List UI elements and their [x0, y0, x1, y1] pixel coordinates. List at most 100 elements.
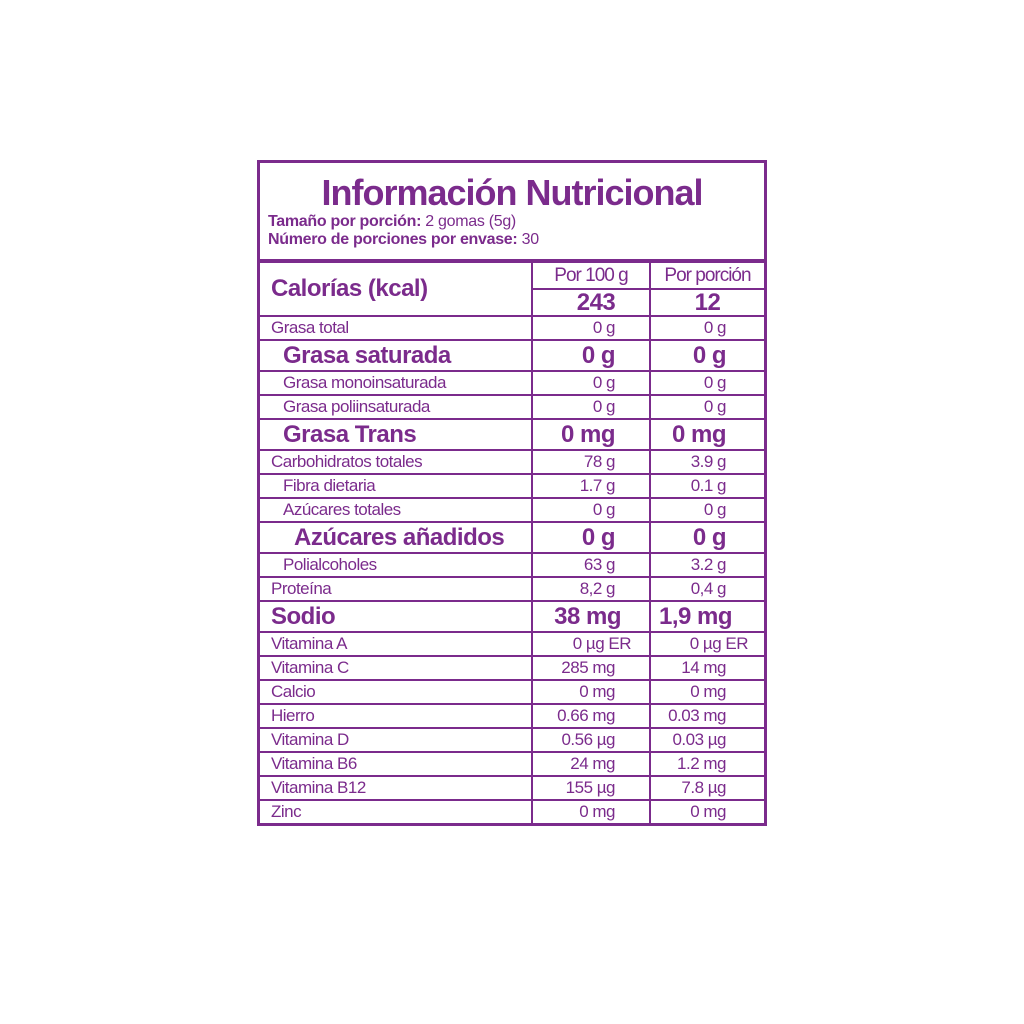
value-per-serving: 0 g	[649, 370, 764, 396]
value-per-100g: 0 g	[531, 339, 651, 372]
value-per-serving: 0.03 µg	[649, 727, 764, 753]
column-header: Por porción	[649, 263, 764, 290]
value-per-serving: 1,9 mg	[649, 600, 764, 633]
servings: Número de porciones por envase: 30	[268, 231, 756, 249]
value-per-serving: 0 mg	[649, 418, 764, 451]
value-per-100g: 0 g	[531, 521, 651, 554]
value-per-100g: 0 mg	[531, 799, 651, 823]
table-row: Calcio 0 mg 0 mg	[260, 679, 764, 705]
row-label: Azúcares añadidos	[260, 521, 533, 554]
value-per-100g: 0.56 µg	[531, 727, 651, 753]
row-label: Calorías (kcal)	[260, 263, 533, 317]
servings-value: 30	[521, 231, 540, 248]
table-row: Carbohidratos totales 78 g 3.9 g	[260, 449, 764, 475]
row-label: Grasa Trans	[260, 418, 533, 451]
table-row: Sodio 38 mg 1,9 mg	[260, 600, 764, 633]
value-per-100g: 155 µg	[531, 775, 651, 801]
value-per-100g: 0 g	[531, 315, 651, 341]
table-row: Calorías (kcal) Por 100 g Por porción	[260, 263, 764, 317]
table-row: Polialcoholes 63 g 3.2 g	[260, 552, 764, 578]
serving-size-label: Tamaño por porción:	[268, 213, 422, 230]
value-per-100g: 0.66 mg	[531, 703, 651, 729]
table-row: Grasa Trans 0 mg 0 mg	[260, 418, 764, 451]
row-label: Fibra dietaria	[260, 473, 533, 499]
value-per-serving: 3.9 g	[649, 449, 764, 475]
value-per-100g: 243	[532, 288, 651, 317]
row-label: Sodio	[260, 600, 533, 633]
value-per-serving: 0.03 mg	[649, 703, 764, 729]
value-per-100g: 0 g	[531, 497, 651, 523]
row-label: Grasa total	[260, 315, 533, 341]
serving-size: Tamaño por porción: 2 gomas (5g)	[268, 213, 756, 231]
row-label: Vitamina A	[260, 631, 533, 657]
row-label: Carbohidratos totales	[260, 449, 533, 475]
row-label: Vitamina C	[260, 655, 533, 681]
table-body: Calorías (kcal) Por 100 g Por porción 24…	[260, 263, 764, 823]
value-per-serving: 12	[649, 288, 764, 317]
table-row: Zinc 0 mg 0 mg	[260, 799, 764, 823]
value-per-100g: 0 µg ER	[531, 631, 651, 657]
table-row: Hierro 0.66 mg 0.03 mg	[260, 703, 764, 729]
table-row: 243 12	[260, 288, 764, 317]
servings-label: Número de porciones por envase:	[268, 231, 518, 248]
value-per-100g: 1.7 g	[531, 473, 651, 499]
value-per-100g: 63 g	[531, 552, 651, 578]
table-row: Fibra dietaria 1.7 g 0.1 g	[260, 473, 764, 499]
row-label: Vitamina B12	[260, 775, 533, 801]
row-label: Polialcoholes	[260, 552, 533, 578]
row-label: Calcio	[260, 679, 533, 705]
row-label: Vitamina D	[260, 727, 533, 753]
value-per-serving: 0 g	[649, 315, 764, 341]
table-row: Vitamina B6 24 mg 1.2 mg	[260, 751, 764, 777]
value-per-serving: 0 g	[649, 521, 764, 554]
row-label: Azúcares totales	[260, 497, 533, 523]
nutrition-table: Calorías (kcal) Por 100 g Por porción 24…	[260, 263, 764, 823]
row-label: Hierro	[260, 703, 533, 729]
value-per-100g: 285 mg	[531, 655, 651, 681]
value-per-serving: 0 mg	[649, 679, 764, 705]
value-per-serving: 14 mg	[649, 655, 764, 681]
serving-size-value: 2 gomas (5g)	[425, 213, 516, 230]
value-per-serving: 0 g	[649, 394, 764, 420]
row-label: Grasa saturada	[260, 339, 533, 372]
table-row: Proteína 8,2 g 0,4 g	[260, 576, 764, 602]
value-per-100g: 78 g	[531, 449, 651, 475]
label-header: Información Nutricional Tamaño por porci…	[260, 163, 764, 263]
value-per-serving: 7.8 µg	[649, 775, 764, 801]
table-row: Vitamina B12 155 µg 7.8 µg	[260, 775, 764, 801]
value-per-100g: 38 mg	[531, 600, 651, 633]
value-per-serving: 0 µg ER	[649, 631, 764, 657]
nutrition-label: Información Nutricional Tamaño por porci…	[257, 160, 767, 826]
value-per-serving: 0 g	[649, 497, 764, 523]
value-per-serving: 0 mg	[649, 799, 764, 823]
value-per-serving: 1.2 mg	[649, 751, 764, 777]
label-title: Información Nutricional	[321, 172, 703, 213]
row-label: Grasa monoinsaturada	[260, 370, 533, 396]
value-per-serving: 3.2 g	[649, 552, 764, 578]
value-per-serving: 0.1 g	[649, 473, 764, 499]
value-per-100g: 0 g	[531, 370, 651, 396]
column-header: Por 100 g	[531, 263, 651, 290]
value-per-100g: 0 g	[531, 394, 651, 420]
table-row: Vitamina D 0.56 µg 0.03 µg	[260, 727, 764, 753]
value-per-100g: 0 mg	[531, 418, 651, 451]
value-per-100g: 8,2 g	[531, 576, 651, 602]
row-label: Zinc	[260, 799, 533, 823]
value-per-100g: 0 mg	[531, 679, 651, 705]
value-per-serving: 0 g	[649, 339, 764, 372]
value-per-serving: 0,4 g	[649, 576, 764, 602]
table-row: Vitamina C 285 mg 14 mg	[260, 655, 764, 681]
row-label: Grasa poliinsaturada	[260, 394, 533, 420]
row-label: Proteína	[260, 576, 533, 602]
value-per-100g: 24 mg	[531, 751, 651, 777]
row-label: Vitamina B6	[260, 751, 533, 777]
